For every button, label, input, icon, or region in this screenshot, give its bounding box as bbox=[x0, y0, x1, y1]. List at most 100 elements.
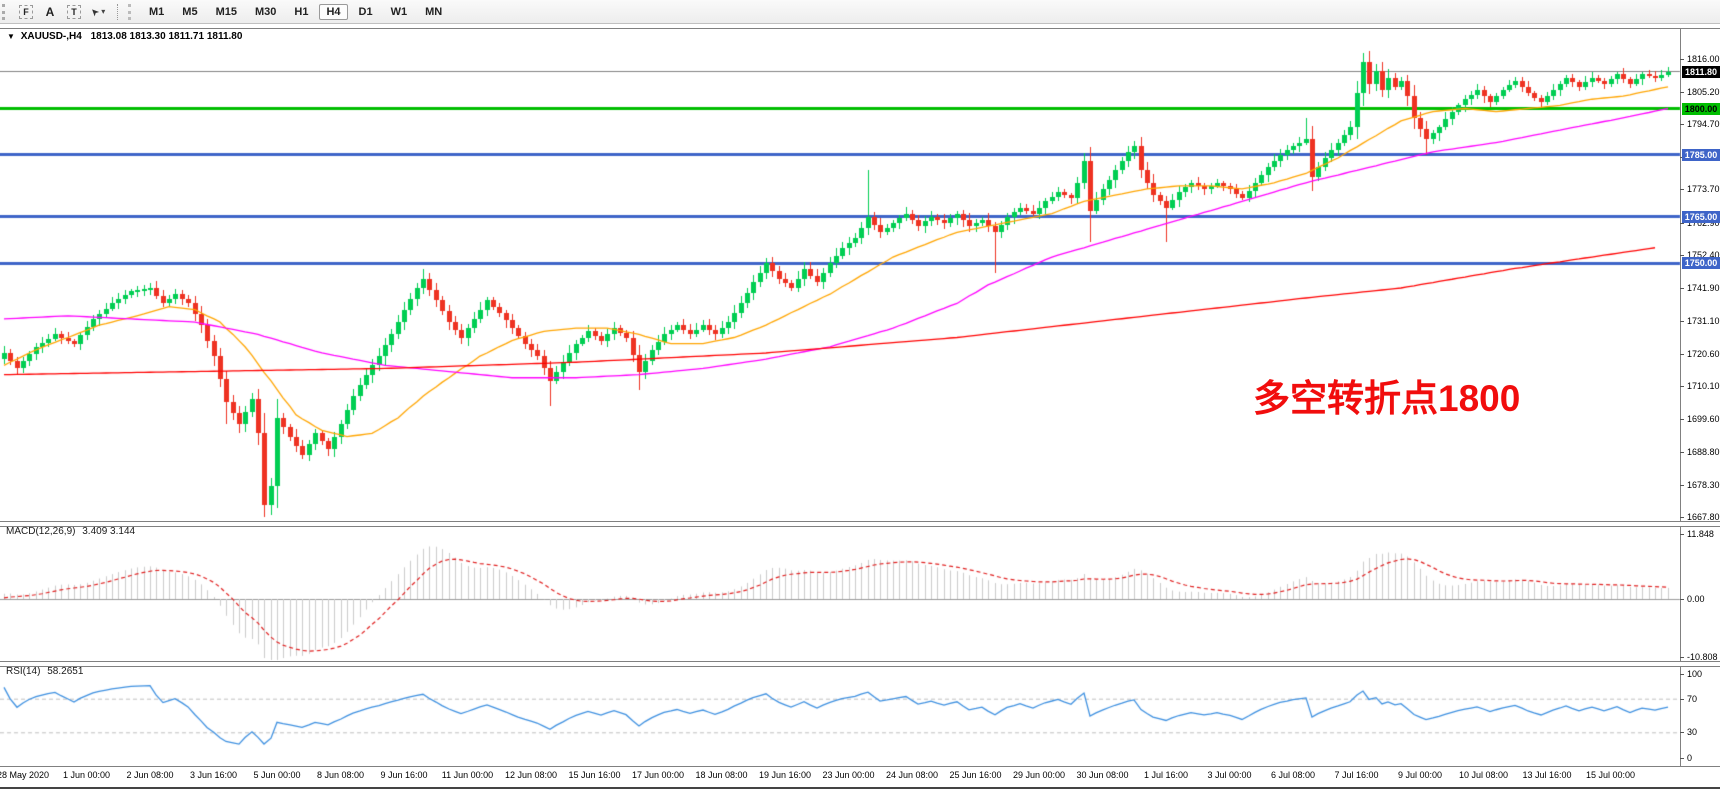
price-tick-label: 1710.10 bbox=[1687, 381, 1720, 392]
macd-tick-mark bbox=[1680, 657, 1684, 659]
time-axis-label: 23 Jun 00:00 bbox=[822, 770, 875, 780]
timeframe-M30[interactable]: M30 bbox=[254, 5, 277, 18]
price-tick-label: 1762.90 bbox=[1687, 217, 1720, 228]
time-axis-label: 2 Jun 08:00 bbox=[126, 770, 174, 780]
drawing-tools-group: F A T ➤ ▾ bbox=[14, 3, 110, 21]
dropdown-caret-icon[interactable]: ▾ bbox=[101, 7, 106, 16]
time-axis-label: 17 Jun 00:00 bbox=[631, 770, 685, 780]
time-axis-label: 15 Jul 00:00 bbox=[1585, 770, 1636, 780]
price-tick-label: 1720.60 bbox=[1687, 348, 1720, 359]
price-tick-mark bbox=[1680, 353, 1684, 355]
time-axis-label: 3 Jun 16:00 bbox=[189, 770, 238, 780]
text-box-t-icon[interactable]: T bbox=[64, 3, 84, 21]
price-tick-label: 1741.90 bbox=[1687, 282, 1720, 293]
time-axis-label: 5 Jun 00:00 bbox=[253, 770, 301, 780]
price-tick-label: 1678.30 bbox=[1687, 479, 1720, 490]
time-axis-label: 19 Jun 16:00 bbox=[758, 770, 812, 780]
price-tick-mark bbox=[1680, 91, 1684, 93]
timeframe-group: M1 M5 M15 M30 H1 H4 D1 W1 MN bbox=[140, 3, 451, 20]
text-label-a-icon[interactable]: A bbox=[45, 4, 55, 19]
time-axis-label: 7 Jul 16:00 bbox=[1334, 770, 1379, 780]
rsi-tick-mark bbox=[1680, 698, 1684, 700]
time-axis-label: 15 Jun 16:00 bbox=[568, 770, 621, 780]
price-tick-mark bbox=[1680, 418, 1684, 420]
time-axis-label: 8 Jun 08:00 bbox=[316, 770, 365, 780]
macd-pane-splitter[interactable] bbox=[0, 521, 1720, 527]
time-axis-label: 11 Jun 00:00 bbox=[441, 770, 494, 780]
price-badge-1800.00: 1800.00 bbox=[1682, 102, 1720, 115]
rsi-value: 58.2651 bbox=[47, 666, 84, 677]
rsi-tick-label: 0 bbox=[1687, 752, 1693, 763]
time-axis-label: 28 May 2020 bbox=[0, 770, 50, 780]
price-tick-label: 1816.00 bbox=[1687, 53, 1720, 64]
rsi-label: RSI(14) bbox=[6, 666, 41, 677]
rsi-tick-mark bbox=[1680, 673, 1684, 675]
ohlc-values: 1813.08 1813.30 1811.71 1811.80 bbox=[90, 31, 243, 42]
rsi-tick-label: 70 bbox=[1687, 693, 1698, 704]
toolbar-drag-handle[interactable] bbox=[2, 3, 9, 20]
price-tick-label: 1699.60 bbox=[1687, 413, 1720, 424]
timeframe-W1[interactable]: W1 bbox=[390, 5, 408, 18]
timeframe-H4[interactable]: H4 bbox=[319, 3, 348, 20]
price-tick-mark bbox=[1680, 287, 1684, 289]
price-tick-mark bbox=[1680, 255, 1684, 257]
time-axis-label: 24 Jun 08:00 bbox=[885, 770, 939, 780]
timeframe-M15[interactable]: M15 bbox=[215, 5, 237, 18]
time-axis-label: 25 Jun 16:00 bbox=[949, 770, 1002, 780]
price-tick-mark bbox=[1680, 452, 1684, 454]
price-tick-mark bbox=[1680, 517, 1684, 519]
time-axis-label: 30 Jun 08:00 bbox=[1076, 770, 1129, 780]
time-axis-label: 10 Jul 08:00 bbox=[1458, 770, 1509, 780]
timeframe-M1[interactable]: M1 bbox=[149, 5, 165, 18]
rsi-tick-label: 30 bbox=[1687, 727, 1698, 738]
price-tick-label: 1805.20 bbox=[1687, 86, 1720, 97]
toolbar-drag-handle[interactable] bbox=[128, 3, 135, 20]
dashed-box-f-icon[interactable]: F bbox=[16, 3, 36, 21]
price-tick-label: 1773.70 bbox=[1687, 184, 1720, 195]
price-tick-mark bbox=[1680, 58, 1684, 60]
time-axis-label: 29 Jun 00:00 bbox=[1012, 770, 1066, 780]
time-axis-label: 1 Jun 00:00 bbox=[62, 770, 111, 780]
timeframe-H1[interactable]: H1 bbox=[294, 5, 309, 18]
price-tick-label: 1731.10 bbox=[1687, 316, 1720, 327]
macd-tick-mark bbox=[1680, 533, 1684, 535]
timeframe-M5[interactable]: M5 bbox=[182, 5, 198, 18]
rsi-tick-label: 100 bbox=[1687, 668, 1703, 679]
price-tick-mark bbox=[1680, 386, 1684, 388]
price-tick-mark bbox=[1680, 484, 1684, 486]
time-axis-label: 6 Jul 08:00 bbox=[1270, 770, 1316, 780]
price-badge-1811.80: 1811.80 bbox=[1682, 65, 1720, 78]
time-axis-label: 1 Jul 16:00 bbox=[1143, 770, 1189, 780]
time-axis-label: 18 Jun 08:00 bbox=[695, 770, 748, 780]
time-axis-label: 3 Jul 00:00 bbox=[1207, 770, 1252, 780]
rsi-pane-label: RSI(14) 58.2651 bbox=[6, 666, 83, 677]
symbol-label: XAUUSD-,H4 bbox=[20, 31, 82, 42]
time-axis-label: 13 Jul 16:00 bbox=[1522, 770, 1572, 780]
price-tick-mark bbox=[1680, 321, 1684, 323]
rsi-tick-mark bbox=[1680, 757, 1684, 759]
rsi-pane-splitter[interactable] bbox=[0, 661, 1720, 667]
macd-pane-label: MACD(12,26,9) 3.409 3.144 bbox=[6, 526, 135, 537]
price-badge-1765.00: 1765.00 bbox=[1682, 210, 1720, 223]
collapse-triangle-icon[interactable]: ▼ bbox=[7, 32, 15, 41]
chart-title: ▼ XAUUSD-,H4 1813.08 1813.30 1811.71 181… bbox=[7, 31, 242, 42]
timeframe-MN[interactable]: MN bbox=[425, 5, 443, 18]
price-badge-1750.00: 1750.00 bbox=[1682, 257, 1720, 270]
timeframe-D1[interactable]: D1 bbox=[358, 5, 373, 18]
macd-tick-mark bbox=[1680, 598, 1684, 600]
price-tick-label: 1688.80 bbox=[1687, 447, 1720, 458]
price-tick-label: 1752.40 bbox=[1687, 250, 1720, 261]
time-axis-label: 12 Jun 08:00 bbox=[504, 770, 558, 780]
price-tick-label: 1667.80 bbox=[1687, 512, 1720, 523]
macd-tick-label: -10.808 bbox=[1687, 652, 1718, 663]
cursor-tools-icon[interactable]: ➤ ▾ bbox=[88, 4, 106, 19]
time-axis-label: 9 Jul 00:00 bbox=[1397, 770, 1443, 780]
macd-tick-label: 11.848 bbox=[1687, 528, 1714, 539]
time-axis-label: 9 Jun 16:00 bbox=[380, 770, 428, 780]
price-tick-label: 1794.70 bbox=[1687, 119, 1720, 130]
toolbar: F A T ➤ ▾ M1 M5 M15 M30 H1 H4 D1 W1 MN bbox=[0, 0, 1720, 24]
macd-values: 3.409 3.144 bbox=[82, 526, 136, 537]
chart-text-annotation: 多空转折点1800 bbox=[1253, 378, 1521, 419]
